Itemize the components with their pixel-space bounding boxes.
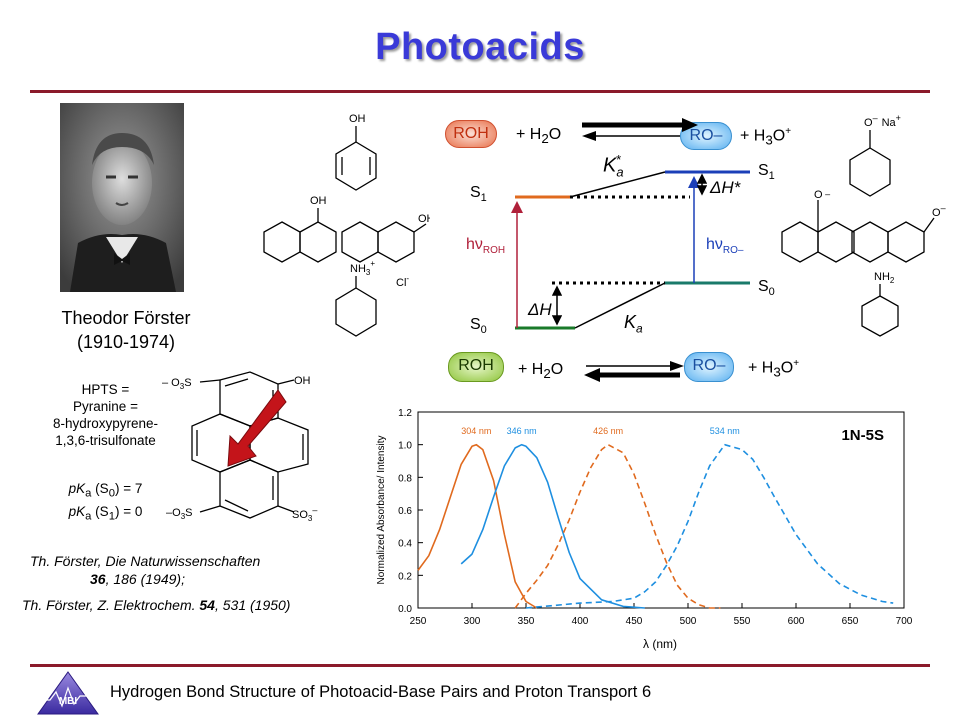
top-divider <box>30 90 930 93</box>
chart-title: 1N-5S <box>841 427 884 444</box>
slide-title: Photoacids <box>375 26 585 68</box>
proton-transfer-arrow-icon <box>227 389 287 467</box>
roh-s0-label: S0 <box>470 316 487 337</box>
peak-label-346nm: 346 nm <box>507 426 537 436</box>
chart-xlabel: λ (nm) <box>643 637 677 651</box>
reference-2: Th. Förster, Z. Elektrochem. 54, 531 (19… <box>22 597 291 613</box>
x-tick-label: 250 <box>410 616 427 627</box>
person-years: (1910-1974) <box>76 332 176 352</box>
reference-1: Th. Förster, Die Naturwissenschaften <box>30 553 261 569</box>
ro-ground-pill: RO– <box>684 352 734 382</box>
phenol-oh-label: OH <box>349 113 366 125</box>
y-tick-label: 0.8 <box>398 473 412 484</box>
y-tick-label: 0.6 <box>398 506 412 517</box>
roh-excited-pill: ROH <box>445 120 497 148</box>
h3o-excited: + H3O+ <box>740 126 792 148</box>
x-tick-label: 400 <box>572 616 589 627</box>
aniline-label: NH2 <box>874 271 895 285</box>
hpts-description: HPTS = Pyranine = 8-hydroxypyrene- 1,3,6… <box>18 381 193 449</box>
mbi-logo-text: MBI <box>59 696 78 707</box>
deprotonated-structures: O– Na+ O – O– NH2 <box>781 113 946 337</box>
equilibrium-arrows-top <box>582 118 698 141</box>
naphthol-1-oh-label: OH <box>310 195 327 207</box>
y-tick-label: 0.0 <box>398 604 412 615</box>
chart-plot-area <box>417 411 905 609</box>
x-tick-label: 500 <box>680 616 697 627</box>
mbi-logo: MBI <box>36 671 100 715</box>
x-tick-label: 450 <box>626 616 643 627</box>
hpts-so3-right-label: SO3– <box>292 505 317 523</box>
hv-ro-label: hνRO– <box>706 236 744 257</box>
bottom-divider <box>30 664 930 667</box>
peak-label-426nm: 426 nm <box>593 426 623 436</box>
hpts-so3-top-label: – O3S <box>162 377 192 391</box>
hpts-line-3: 8-hydroxypyrene- <box>52 416 159 431</box>
pka-s0: pKa (S0) = 7 <box>68 481 143 500</box>
naphtholate-1-label: O – <box>814 189 830 201</box>
y-tick-label: 1.2 <box>398 408 412 419</box>
y-tick-label: 0.2 <box>398 571 412 582</box>
equilibrium-arrows-bottom <box>584 361 684 382</box>
hpts-so3-left-label: –O3S <box>166 507 192 521</box>
h3o-ground: + H3O+ <box>748 358 800 380</box>
x-tick-label: 350 <box>518 616 535 627</box>
hpts-line-1: HPTS = <box>81 382 130 397</box>
hv-roh-label: hνROH <box>466 236 506 257</box>
ro-s1-label: S1 <box>758 162 775 183</box>
spectrum-line-534nm <box>525 443 894 609</box>
ka-star-label: Ka* <box>603 152 624 180</box>
y-tick-label: 0.4 <box>398 539 412 550</box>
anilinium-label: NH3+ <box>350 259 375 277</box>
spectra-chart: 250 300 350 400 450 500 550 600 650 700 0.0 0.2 0.4 0… <box>376 408 913 651</box>
peak-label-304nm: 304 nm <box>461 426 491 436</box>
hpts-oh-label: OH <box>294 375 311 387</box>
ro-s0-label: S0 <box>758 278 775 299</box>
hpts-structure: – O3S OH –O3S SO3– <box>162 371 317 523</box>
portrait-photo <box>60 103 184 292</box>
chloride-label: Cl- <box>396 274 409 289</box>
spectrum-line-304nm <box>417 443 538 609</box>
spectrum-line-426nm <box>514 443 721 609</box>
naphthol-2-oh-label: OH <box>418 213 430 225</box>
peak-label-534nm: 534 nm <box>710 426 740 436</box>
hpts-line-2: Pyranine = <box>73 399 138 414</box>
reference-1-volume: 36, 186 (1949); <box>90 571 185 587</box>
roh-s1-label: S1 <box>470 184 487 205</box>
forster-cycle-diagram <box>511 118 750 382</box>
x-tick-label: 550 <box>734 616 751 627</box>
delta-h-star-label: ΔH* <box>710 178 741 197</box>
x-tick-label: 600 <box>788 616 805 627</box>
y-tick-label: 1.0 <box>398 441 412 452</box>
chart-ylabel: Normalized Absorbance/ Intensity <box>376 436 387 585</box>
person-name: Theodor Förster <box>61 308 191 328</box>
hpts-line-4: 1,3,6-trisulfonate <box>55 433 156 448</box>
x-tick-label: 300 <box>464 616 481 627</box>
spectrum-line-346nm <box>460 443 645 609</box>
delta-h-label: ΔH <box>528 300 552 319</box>
naphtholate-2-label: O– <box>932 203 946 219</box>
protonated-structures: OH OH OH NH3+ Cl- <box>263 113 430 337</box>
footer-text: Hydrogen Bond Structure of Photoacid-Bas… <box>110 683 652 701</box>
h2o-excited: + H2O <box>516 126 562 147</box>
h2o-ground: + H2O <box>518 361 564 382</box>
ka-label: Ka <box>624 312 643 336</box>
x-tick-label: 650 <box>842 616 859 627</box>
x-tick-label: 700 <box>896 616 913 627</box>
roh-ground-pill: ROH <box>448 352 504 382</box>
pka-s1: pKa (S1) = 0 <box>68 503 143 523</box>
hpts-pka: pKa (S0) = 7 pKa (S1) = 0 <box>18 480 193 525</box>
phenolate-label: O– Na+ <box>864 113 901 129</box>
